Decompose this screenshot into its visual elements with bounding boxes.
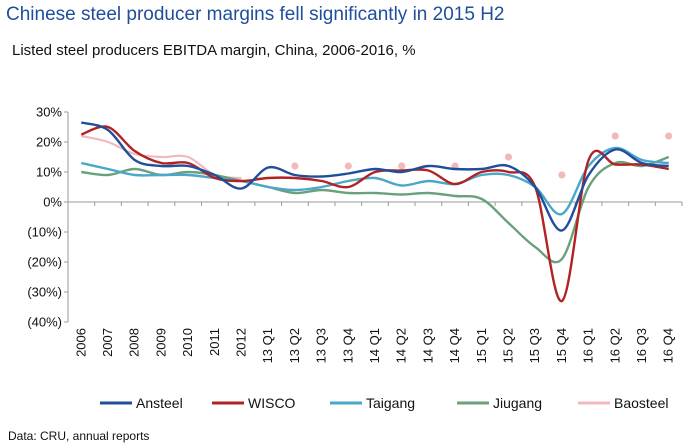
- legend-item-wisco: WISCO: [212, 395, 296, 411]
- x-tick-label: 14 Q2: [394, 328, 409, 363]
- x-tick-label: 13 Q2: [287, 328, 302, 363]
- x-axis: 2006 2007 2008 2009 2010 2011 2012 13 Q1 13 Q2 13…: [67, 201, 683, 363]
- series-ansteel: [80, 121, 669, 232]
- data-point-baosteel: [344, 162, 352, 170]
- chart-title: Chinese steel producer margins fell sign…: [6, 4, 505, 25]
- x-tick-label: 15 Q2: [500, 328, 515, 363]
- y-tick-label: (40%): [27, 315, 62, 330]
- data-point-baosteel: [398, 162, 406, 170]
- y-tick-label: (10%): [27, 225, 62, 240]
- y-tick-label: (30%): [27, 285, 62, 300]
- x-tick-label: 2010: [180, 328, 195, 357]
- x-tick-label: 14 Q3: [420, 328, 435, 363]
- x-tick-label: 2006: [73, 328, 88, 357]
- series-taigang: [81, 146, 669, 216]
- data-point-baosteel: [665, 132, 673, 140]
- x-tick-label: 15 Q4: [554, 328, 569, 363]
- legend-item-jiugang: Jiugang: [457, 395, 542, 411]
- x-tick-label: 14 Q4: [447, 328, 462, 363]
- chart-subtitle: Listed steel producers EBITDA margin, Ch…: [12, 42, 416, 59]
- legend-label-wisco: WISCO: [248, 395, 296, 411]
- series-jiugang: [81, 155, 670, 264]
- x-tick-label: 16 Q3: [634, 328, 649, 363]
- x-tick-label: 2011: [207, 328, 222, 356]
- series-line-jiugang: [81, 155, 670, 264]
- legend-label-taigang: Taigang: [366, 395, 415, 411]
- x-tick-label: 13 Q1: [260, 328, 275, 363]
- legend-label-jiugang: Jiugang: [493, 395, 542, 411]
- x-tick-label: 16 Q2: [607, 328, 622, 363]
- series-line-baosteel: [81, 134, 242, 180]
- y-axis: 30% 20% 10% 0% (10%) (20%) (30%) (40%): [27, 105, 69, 330]
- legend-item-baosteel: Baosteel: [578, 395, 668, 411]
- legend-item-taigang: Taigang: [330, 395, 415, 411]
- data-point-baosteel: [504, 153, 513, 161]
- x-tick-label: 15 Q3: [527, 328, 542, 363]
- x-tick-label: 2008: [127, 328, 142, 357]
- x-tick-label: 13 Q3: [314, 328, 329, 363]
- series-line-ansteel: [80, 121, 669, 232]
- x-tick-label: 13 Q4: [340, 328, 355, 363]
- y-tick-label: 20%: [36, 135, 62, 150]
- legend: Ansteel WISCO Taigang Jiugang Baosteel: [100, 395, 668, 411]
- y-tick-label: 0%: [43, 195, 62, 210]
- y-tick-label: 30%: [36, 105, 62, 120]
- series-line-wisco: [80, 125, 669, 303]
- series-wisco: [80, 125, 669, 303]
- x-tick-label: 14 Q1: [367, 328, 382, 363]
- legend-label-baosteel: Baosteel: [614, 395, 668, 411]
- y-tick-label: 10%: [36, 165, 62, 180]
- series-layer: [80, 121, 673, 303]
- data-point-baosteel: [558, 171, 566, 179]
- legend-label-ansteel: Ansteel: [136, 395, 183, 411]
- y-tick-label: (20%): [27, 255, 62, 270]
- x-tick-label: 2007: [100, 328, 115, 357]
- series-line-taigang: [81, 146, 669, 216]
- x-tick-label: 16 Q1: [581, 328, 596, 363]
- x-tick-label: 16 Q4: [661, 328, 676, 363]
- data-point-baosteel: [611, 132, 619, 140]
- x-tick-label: 2012: [234, 328, 249, 357]
- source-note: Data: CRU, annual reports: [8, 429, 150, 443]
- x-tick-label: 15 Q1: [474, 328, 489, 363]
- data-point-baosteel: [291, 162, 299, 170]
- x-tick-label: 2009: [153, 328, 168, 357]
- legend-item-ansteel: Ansteel: [100, 395, 183, 411]
